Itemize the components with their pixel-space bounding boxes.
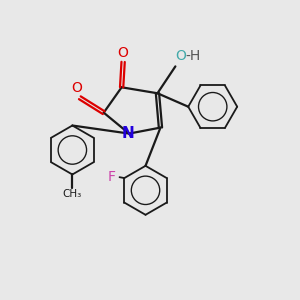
Text: N: N [121,126,134,141]
Text: O: O [71,81,82,95]
Text: O: O [118,46,129,59]
Text: CH₃: CH₃ [63,189,82,200]
Text: F: F [108,169,116,184]
Text: -H: -H [185,50,200,63]
Text: O: O [176,50,187,63]
